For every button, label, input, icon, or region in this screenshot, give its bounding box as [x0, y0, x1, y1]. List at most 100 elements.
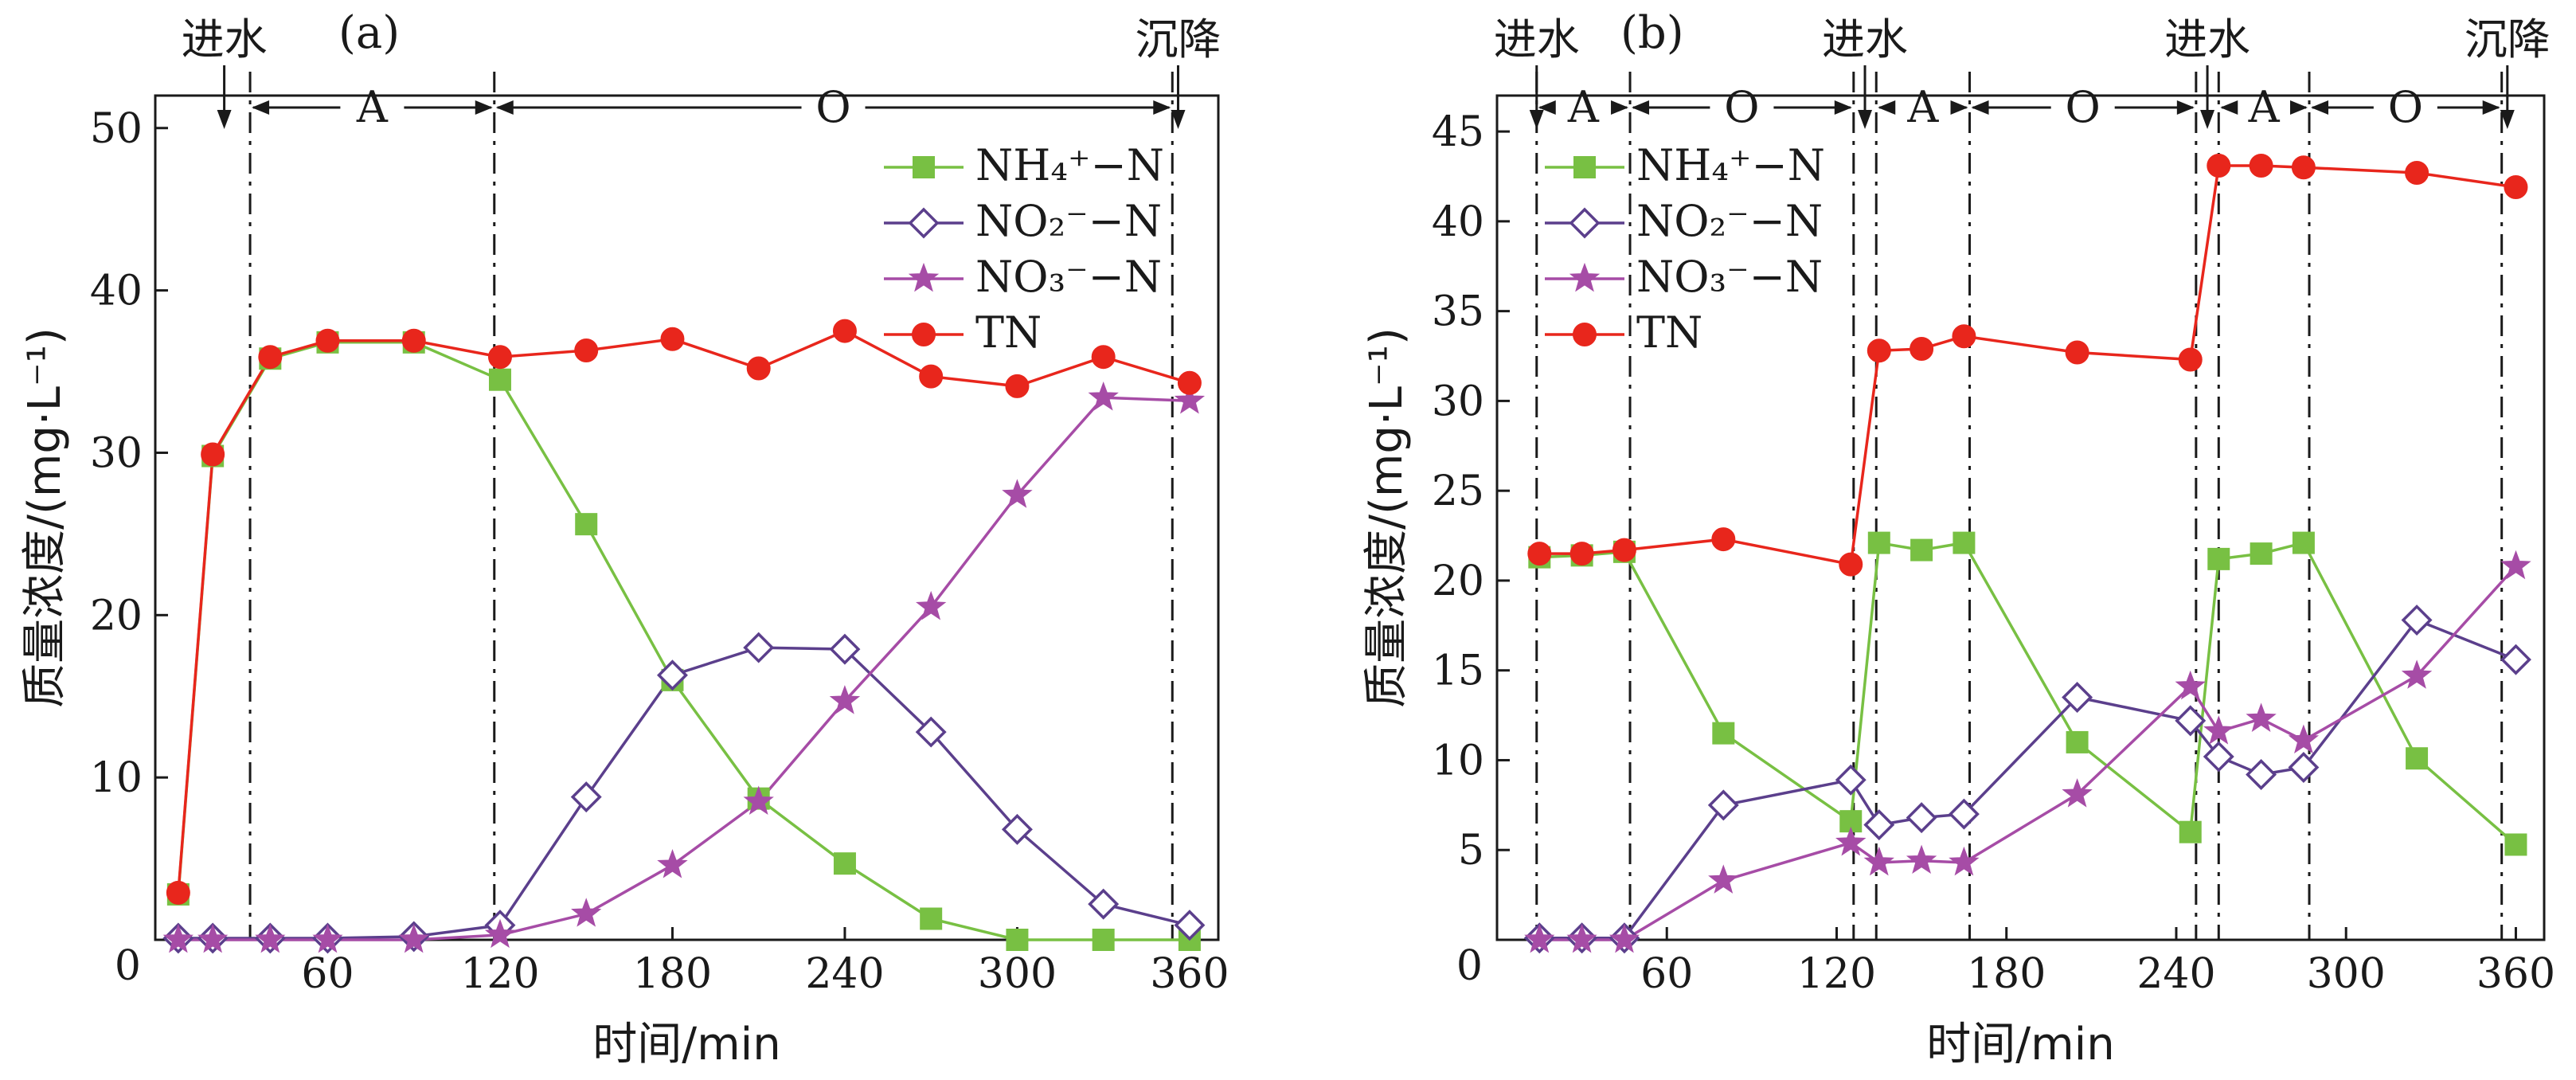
data-point	[1092, 929, 1115, 951]
legend-label: TN	[975, 307, 1042, 358]
data-point	[833, 852, 856, 875]
data-point	[1001, 813, 1033, 845]
phase-arrowhead	[475, 100, 493, 115]
data-point	[401, 328, 426, 353]
x-axis-title: 时间/min	[1926, 1019, 2114, 1070]
data-point	[2288, 724, 2320, 753]
data-point	[1953, 531, 1976, 554]
data-point	[1863, 846, 1894, 876]
data-point	[166, 880, 190, 905]
data-point	[484, 918, 516, 949]
data-point	[1712, 722, 1735, 745]
phase-arrowhead	[1538, 100, 1556, 115]
legend-label: NO₂⁻−N	[975, 196, 1162, 246]
data-point	[2203, 715, 2234, 745]
x-tick-label: 240	[805, 950, 884, 998]
data-point	[1174, 910, 1206, 941]
data-point	[1612, 538, 1636, 562]
data-point	[2178, 347, 2203, 372]
data-point	[2288, 752, 2320, 783]
phase-label: A	[2248, 82, 2281, 132]
x-tick-label: 300	[978, 950, 1057, 998]
phase-arrowhead	[1950, 100, 1968, 115]
data-point	[1711, 527, 1736, 552]
data-point	[2246, 702, 2277, 732]
data-point	[488, 368, 511, 391]
x-tick-label: 300	[2307, 950, 2386, 998]
y-tick-label: 40	[90, 268, 143, 315]
y-tick-label: 25	[1432, 468, 1484, 515]
data-point	[1867, 338, 1891, 363]
data-point	[255, 923, 286, 953]
data-point	[2065, 340, 2089, 365]
x-tick-label: 360	[2476, 950, 2555, 998]
data-point	[916, 590, 947, 620]
data-point	[1174, 385, 1206, 414]
y-axis-title: 质量浓度/(mg·L⁻¹)	[19, 327, 71, 708]
data-point	[743, 785, 774, 816]
x-tick-label: 180	[633, 950, 712, 998]
y-tick-label: 10	[90, 754, 143, 802]
event-arrowhead	[1171, 110, 1186, 129]
data-point	[1088, 382, 1119, 411]
series-line	[178, 396, 1190, 941]
data-point	[1952, 324, 1976, 349]
y-tick-label: 35	[1432, 288, 1484, 336]
data-point	[1573, 156, 1596, 178]
y-tick-label: 20	[1432, 558, 1484, 605]
phase-arrowhead	[2482, 100, 2500, 115]
event-label: 进水	[1494, 14, 1580, 65]
event-arrowhead	[217, 110, 232, 129]
data-point	[1707, 789, 1739, 821]
data-point	[1566, 923, 1597, 953]
event-arrowhead	[1858, 110, 1873, 129]
data-point	[1573, 323, 1597, 346]
plot-frame	[154, 94, 1220, 941]
legend-label: NO₃⁻−N	[975, 252, 1162, 302]
y-tick-label: 30	[90, 429, 143, 477]
event-label: 沉降	[2465, 14, 2551, 65]
event-arrowhead	[1529, 110, 1544, 129]
data-point	[657, 849, 688, 878]
phase-arrowhead	[2220, 100, 2238, 115]
phase-label: A	[1567, 82, 1600, 132]
phase-arrowhead	[1611, 100, 1629, 115]
data-point	[2401, 659, 2433, 689]
y-tick-label: 40	[1432, 198, 1484, 246]
data-point	[2179, 820, 2202, 843]
data-point	[743, 632, 775, 663]
data-point	[660, 327, 685, 351]
data-point	[1835, 827, 1867, 856]
data-point	[2292, 531, 2315, 554]
x-tick-label: 120	[460, 950, 539, 998]
data-point	[1005, 374, 1030, 398]
chart-panel-b: 0 5 10 15 20 25 30 35 40 45 60 120 180 240 300 360 时间/mi…	[1361, 7, 2555, 1070]
data-point	[1839, 552, 1863, 577]
data-point	[2207, 153, 2231, 178]
series-line	[178, 646, 1190, 940]
data-point	[1906, 802, 1937, 834]
data-point	[656, 659, 688, 691]
x-tick-label: 120	[1797, 950, 1876, 998]
data-point	[1569, 542, 1594, 566]
data-point	[746, 356, 771, 381]
data-point	[2291, 155, 2316, 180]
data-point	[915, 716, 947, 748]
data-point	[1569, 207, 1601, 239]
phase-arrowhead	[1153, 100, 1171, 115]
data-point	[2066, 730, 2089, 753]
data-point	[1835, 764, 1867, 796]
event-label: 沉降	[1135, 14, 1221, 65]
phase-arrowhead	[1632, 100, 1650, 115]
phase-label: O	[2388, 82, 2423, 132]
data-point	[1708, 864, 1739, 894]
phase-arrowhead	[2290, 100, 2308, 115]
phase-arrowhead	[2311, 100, 2329, 115]
data-point	[1906, 844, 1937, 875]
phase-arrowhead	[1971, 100, 1989, 115]
data-point	[913, 156, 935, 178]
data-point	[2175, 670, 2206, 700]
y-tick-label: 30	[1432, 378, 1484, 425]
legend-label: NO₃⁻−N	[1636, 252, 1823, 302]
data-point	[2203, 741, 2234, 773]
